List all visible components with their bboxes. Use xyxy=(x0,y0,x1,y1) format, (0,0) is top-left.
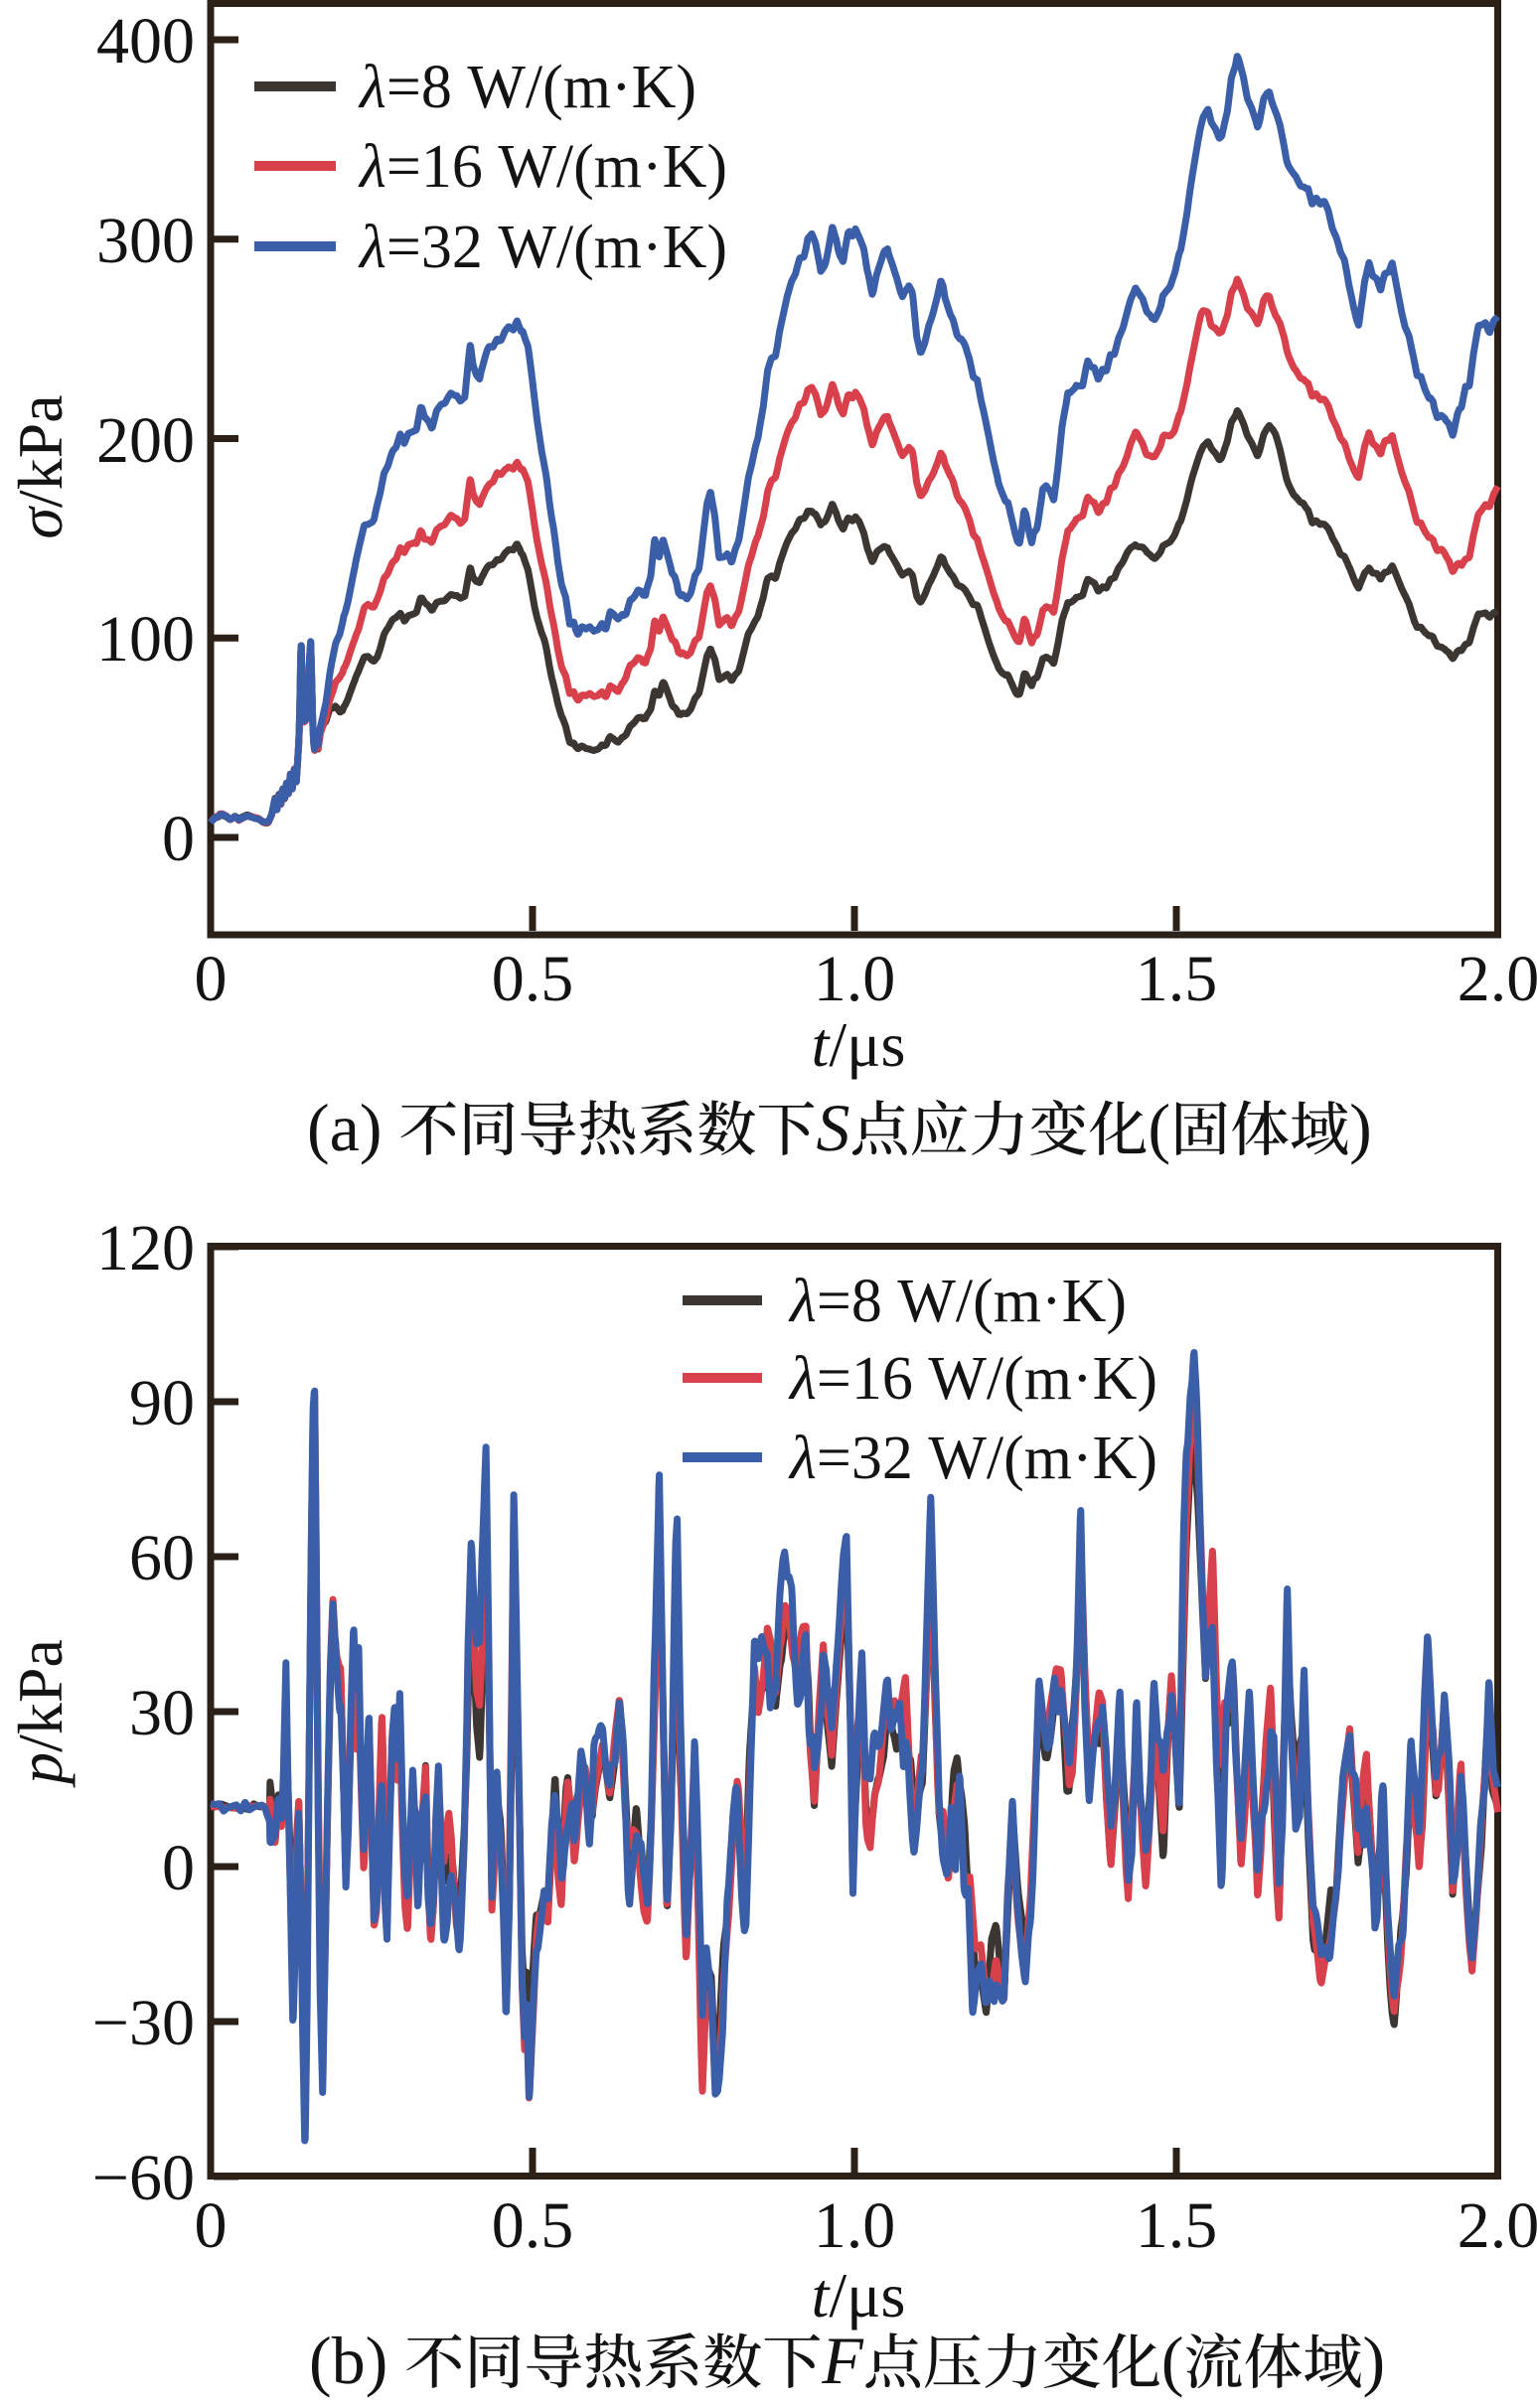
svg-text:−60: −60 xyxy=(92,2142,195,2214)
svg-text:400: 400 xyxy=(96,5,195,77)
svg-text:t/μs: t/μs xyxy=(812,1009,906,1080)
svg-text:t/μs: t/μs xyxy=(812,2260,906,2331)
svg-text:1.5: 1.5 xyxy=(1136,943,1218,1015)
svg-text:−30: −30 xyxy=(92,1987,195,2059)
svg-text:0: 0 xyxy=(195,2189,228,2262)
svg-text:0: 0 xyxy=(195,943,228,1015)
svg-text:0.5: 0.5 xyxy=(492,2189,574,2262)
svg-text:0.5: 0.5 xyxy=(492,943,574,1015)
svg-text:30: 30 xyxy=(129,1677,195,1749)
svg-text:λ=32 W/(m·K): λ=32 W/(m·K) xyxy=(358,214,727,281)
svg-text:0: 0 xyxy=(162,803,195,875)
svg-text:λ=32 W/(m·K): λ=32 W/(m·K) xyxy=(788,1425,1157,1492)
svg-text:λ=8 W/(m·K): λ=8 W/(m·K) xyxy=(788,1268,1127,1335)
svg-text:λ=16 W/(m·K): λ=16 W/(m·K) xyxy=(788,1345,1157,1413)
svg-text:2.0: 2.0 xyxy=(1458,2189,1537,2262)
svg-text:2.0: 2.0 xyxy=(1458,943,1537,1015)
svg-text:1.0: 1.0 xyxy=(814,2189,896,2262)
svg-text:100: 100 xyxy=(96,603,195,676)
svg-text:λ=8 W/(m·K): λ=8 W/(m·K) xyxy=(358,54,696,121)
svg-text:300: 300 xyxy=(96,205,195,277)
svg-text:90: 90 xyxy=(129,1367,195,1439)
svg-text:200: 200 xyxy=(96,404,195,477)
svg-text:λ=16 W/(m·K): λ=16 W/(m·K) xyxy=(358,133,727,201)
svg-text:σ/kPa: σ/kPa xyxy=(5,394,76,538)
svg-text:p/kPa: p/kPa xyxy=(5,1639,76,1788)
svg-text:0: 0 xyxy=(162,1832,195,1904)
svg-text:120: 120 xyxy=(96,1212,195,1284)
svg-text:1.0: 1.0 xyxy=(814,943,896,1015)
svg-text:60: 60 xyxy=(129,1522,195,1594)
svg-text:1.5: 1.5 xyxy=(1136,2189,1218,2262)
